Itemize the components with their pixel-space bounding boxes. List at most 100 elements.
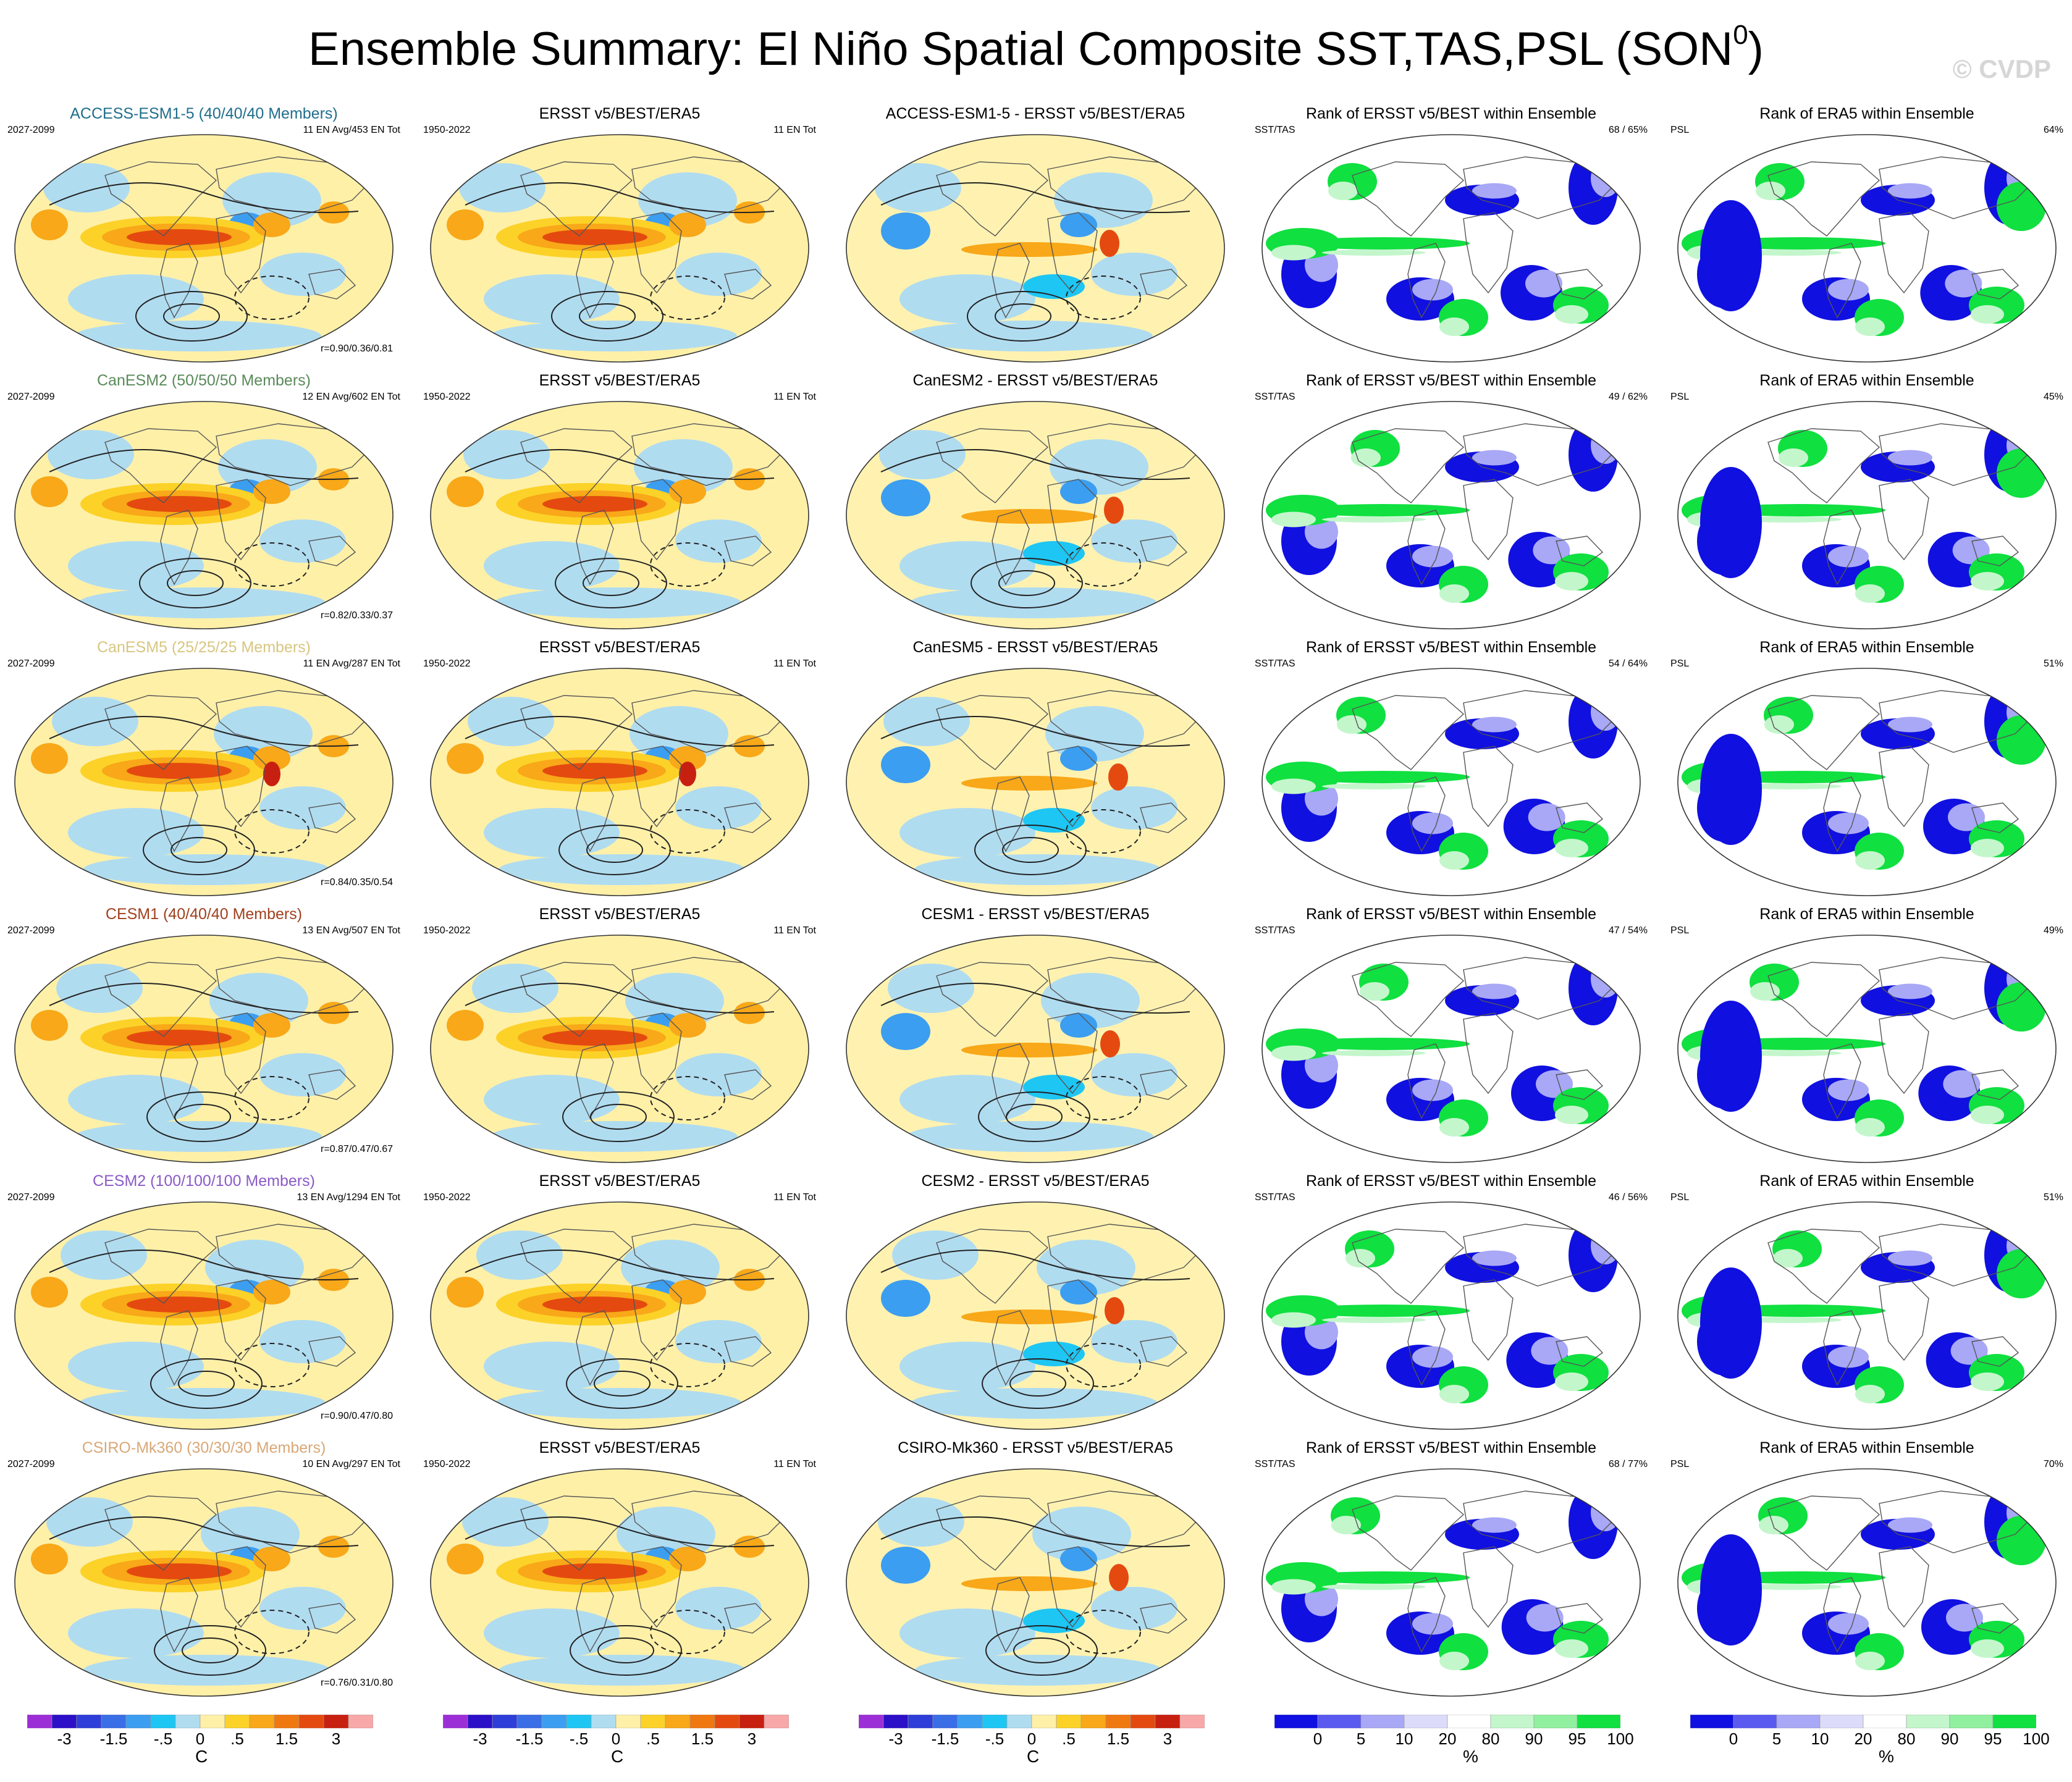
cool-patch xyxy=(499,854,746,885)
cool-patch xyxy=(1091,1053,1177,1096)
cool-patch xyxy=(484,541,620,590)
figure-title: Ensemble Summary: El Niño Spatial Compos… xyxy=(0,19,2072,80)
hot-band xyxy=(127,496,232,512)
psl-contour-dashed xyxy=(1066,809,1141,854)
rank-map xyxy=(1677,134,2057,363)
hot-spot xyxy=(263,762,280,786)
coastline-2 xyxy=(1047,156,1203,219)
rank-mid-region xyxy=(1888,717,1932,733)
coastline-1 xyxy=(160,1043,198,1119)
map-outline xyxy=(430,134,809,363)
coastline-1 xyxy=(1407,1577,1446,1653)
coastline-0 xyxy=(520,1229,633,1304)
warm-spot xyxy=(31,209,68,240)
panel-title: ERSST v5/BEST/ERA5 xyxy=(539,1172,701,1190)
cool-patch xyxy=(879,430,966,479)
warm-band xyxy=(961,509,1097,524)
coastline-3 xyxy=(631,1012,682,1095)
warm-spot xyxy=(447,743,484,774)
coastline-3 xyxy=(1463,1546,1514,1628)
colorbar-box xyxy=(348,1714,374,1729)
psl-contour-2 xyxy=(597,1637,654,1663)
warm-spot xyxy=(669,1547,706,1571)
coastline-2 xyxy=(216,690,372,753)
colorbar-box xyxy=(492,1714,518,1729)
panel-title: ACCESS-ESM1-5 - ERSST v5/BEST/ERA5 xyxy=(885,105,1186,122)
cool-patch xyxy=(1032,1507,1131,1562)
panel-access-esm1-5-rank_psl: Rank of ERA5 within Ensemble PSL 64% xyxy=(1669,105,2065,364)
panel-canesm5-rank_psl: Rank of ERA5 within Ensemble PSL 51% xyxy=(1669,639,2065,898)
rank-mid-region xyxy=(1555,305,1588,324)
cool-patch xyxy=(259,1320,346,1363)
rank-low-region xyxy=(1700,467,1762,578)
panel-left-label: SST/TAS xyxy=(1255,925,1295,936)
rank-low-region xyxy=(1700,1001,1762,1112)
colorbar-tick-label: 80 xyxy=(1481,1729,1500,1748)
rank-high-region xyxy=(1297,1038,1470,1050)
colorbar-box xyxy=(591,1714,617,1729)
anomaly-map xyxy=(430,134,809,363)
coastline-1 xyxy=(1823,243,1861,319)
coastline-1 xyxy=(1407,1043,1446,1119)
cool-patch xyxy=(68,1342,204,1391)
coastline-1 xyxy=(1407,510,1446,586)
warm-spot xyxy=(669,1013,706,1038)
map-outline xyxy=(14,134,394,363)
coastline-2 xyxy=(631,1490,788,1553)
panel-right-label: 13 EN Avg/507 EN Tot xyxy=(302,925,400,936)
cool-patch xyxy=(899,541,1035,590)
rank-mid-region xyxy=(1322,1050,1426,1056)
colorbar-box xyxy=(1949,1714,1994,1729)
coastline-0 xyxy=(936,428,1049,503)
psl-contour-1 xyxy=(562,1091,675,1142)
psl-contour-1 xyxy=(570,1625,682,1676)
panel-right-label: 47 / 54% xyxy=(1608,925,1648,936)
cold-patch xyxy=(1023,1075,1085,1099)
coastline-4 xyxy=(724,536,772,566)
coastline-2 xyxy=(1047,957,1203,1020)
colorbar-boxes xyxy=(1274,1714,1621,1729)
coastline-3 xyxy=(1463,212,1514,294)
panel-title: Rank of ERA5 within Ensemble xyxy=(1759,1439,1974,1456)
warm-spot xyxy=(669,746,706,771)
pattern-correlation: r=0.90/0.36/0.81 xyxy=(321,343,393,354)
coastline-2 xyxy=(1047,1490,1203,1553)
panel-canesm5-obs: ERSST v5/BEST/ERA5 1950-2022 11 EN Tot xyxy=(422,639,817,898)
coastline-4 xyxy=(308,802,356,833)
coastline-2 xyxy=(216,1224,372,1287)
panel-right-label: 11 EN Tot xyxy=(773,1459,816,1469)
colorbar-box xyxy=(76,1714,102,1729)
colorbar-tick-label: 10 xyxy=(1395,1729,1413,1748)
panel-canesm2-obs: ERSST v5/BEST/ERA5 1950-2022 11 EN Tot xyxy=(422,372,817,631)
coastline-2 xyxy=(1879,423,2035,486)
coastline-0 xyxy=(1352,1229,1465,1304)
coastline-4 xyxy=(724,269,772,300)
cool-patch xyxy=(259,1587,346,1630)
psl-contour-3 xyxy=(880,983,1190,1014)
coastline-3 xyxy=(216,479,266,561)
psl-contour-2 xyxy=(178,1371,235,1397)
panel-cesm2-model: CESM2 (100/100/100 Members) 2027-2099 13 E… xyxy=(6,1172,402,1432)
rank-mid-region xyxy=(1528,803,1565,831)
coastline-1 xyxy=(992,1043,1030,1119)
warm-spot xyxy=(253,1013,290,1038)
panel-left-label: 2027-2099 xyxy=(7,1459,55,1469)
colorbar-box xyxy=(150,1714,176,1729)
hot-spot xyxy=(1104,497,1124,524)
psl-contour-1 xyxy=(154,1625,266,1676)
coastline-1 xyxy=(160,1577,198,1653)
psl-contour-2 xyxy=(579,303,636,329)
psl-contour-2 xyxy=(167,570,224,596)
colorbar-tick-label: 1.5 xyxy=(275,1729,298,1748)
coastline-3 xyxy=(1047,746,1098,828)
rank-mid-region xyxy=(1412,812,1453,834)
colorbar-box xyxy=(101,1714,127,1729)
psl-contour-3 xyxy=(49,1250,359,1280)
rank-mid-region xyxy=(1750,982,1780,1001)
colorbar-unit: C xyxy=(1027,1747,1040,1766)
panel-cesm1-obs: ERSST v5/BEST/ERA5 1950-2022 11 EN Tot xyxy=(422,906,817,1165)
coastline-0 xyxy=(1767,161,1880,237)
rank-map xyxy=(1261,401,1641,629)
coastline-2 xyxy=(1879,1224,2035,1287)
psl-contour-3 xyxy=(465,983,775,1014)
